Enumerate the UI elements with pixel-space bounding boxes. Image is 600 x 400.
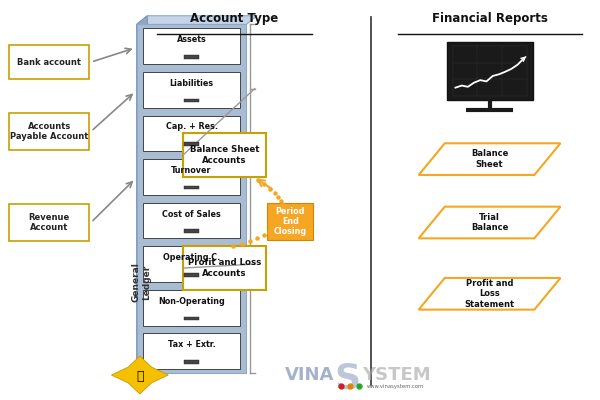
FancyBboxPatch shape (184, 230, 199, 233)
FancyBboxPatch shape (143, 333, 241, 369)
FancyBboxPatch shape (446, 42, 533, 100)
FancyBboxPatch shape (143, 159, 241, 195)
FancyBboxPatch shape (9, 204, 89, 241)
Text: 📔: 📔 (136, 370, 143, 384)
FancyBboxPatch shape (184, 99, 199, 102)
Text: Non-Operating: Non-Operating (158, 297, 225, 306)
Text: Period
End
Closing: Period End Closing (274, 207, 307, 236)
FancyBboxPatch shape (184, 142, 199, 146)
Polygon shape (419, 143, 560, 175)
Text: Profit and Loss
Accounts: Profit and Loss Accounts (188, 258, 261, 278)
FancyBboxPatch shape (143, 72, 241, 108)
Polygon shape (419, 207, 560, 238)
Text: Financial Reports: Financial Reports (431, 12, 548, 25)
Text: Assets: Assets (176, 35, 206, 44)
FancyBboxPatch shape (183, 133, 266, 177)
Text: VINA: VINA (285, 366, 334, 384)
Text: Balance
Sheet: Balance Sheet (471, 150, 508, 169)
Polygon shape (137, 16, 148, 373)
Text: Turnover: Turnover (171, 166, 212, 175)
FancyBboxPatch shape (184, 317, 199, 320)
Text: www.vinasystem.com: www.vinasystem.com (367, 384, 424, 388)
Polygon shape (419, 278, 560, 310)
FancyBboxPatch shape (143, 246, 241, 282)
Text: Cap. + Res.: Cap. + Res. (166, 122, 218, 132)
FancyBboxPatch shape (184, 273, 199, 276)
FancyBboxPatch shape (143, 203, 241, 238)
Text: Account Type: Account Type (190, 12, 278, 25)
FancyBboxPatch shape (267, 203, 313, 240)
Text: Accounts
Payable Account: Accounts Payable Account (10, 122, 88, 141)
Text: General
Ledger: General Ledger (131, 262, 151, 302)
Text: Cost of Sales: Cost of Sales (162, 210, 221, 218)
Text: Bank account: Bank account (17, 58, 81, 66)
FancyBboxPatch shape (143, 116, 241, 151)
FancyBboxPatch shape (9, 112, 89, 150)
FancyBboxPatch shape (184, 186, 199, 190)
Text: Liabilities: Liabilities (169, 79, 214, 88)
Text: Tax + Extr.: Tax + Extr. (167, 340, 215, 349)
Text: S: S (334, 361, 360, 395)
FancyBboxPatch shape (9, 45, 89, 79)
FancyBboxPatch shape (143, 290, 241, 326)
Text: Profit and
Loss
Statement: Profit and Loss Statement (464, 279, 515, 309)
FancyBboxPatch shape (137, 24, 247, 373)
Text: Operating C.: Operating C. (163, 253, 220, 262)
Polygon shape (137, 16, 257, 24)
Text: Trial
Balance: Trial Balance (471, 213, 508, 232)
FancyBboxPatch shape (183, 246, 266, 290)
Text: YSTEM: YSTEM (362, 366, 431, 384)
FancyBboxPatch shape (184, 55, 199, 59)
FancyBboxPatch shape (184, 360, 199, 364)
Text: Balance Sheet
Accounts: Balance Sheet Accounts (190, 146, 259, 165)
Polygon shape (112, 356, 169, 394)
FancyBboxPatch shape (143, 28, 241, 64)
Text: Revenue
Account: Revenue Account (29, 213, 70, 232)
